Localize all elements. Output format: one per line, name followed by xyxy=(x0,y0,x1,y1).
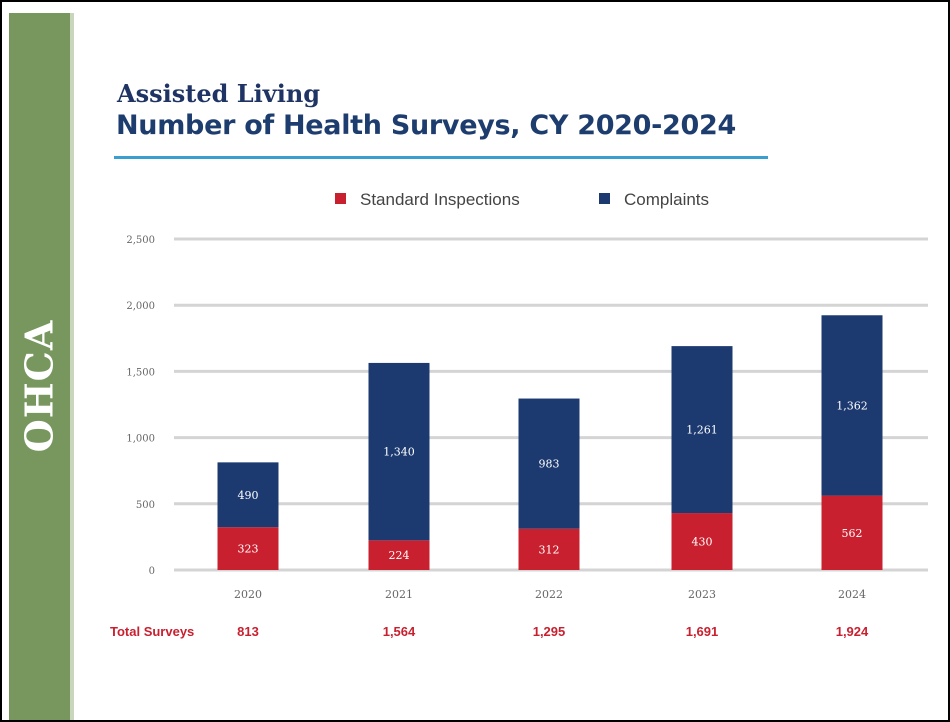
x-tick-label: 2023 xyxy=(688,588,716,601)
data-label-complaints: 983 xyxy=(539,458,560,471)
data-label-standard-inspections: 562 xyxy=(842,527,863,540)
total-value: 1,691 xyxy=(686,624,719,639)
x-tick-label: 2024 xyxy=(838,588,866,601)
total-value: 1,924 xyxy=(836,624,869,639)
data-label-standard-inspections: 224 xyxy=(389,549,410,562)
bar-standard-inspections xyxy=(368,540,430,570)
bar-standard-inspections xyxy=(821,495,883,570)
sidebar-edge xyxy=(70,13,74,720)
legend-swatch xyxy=(599,193,610,204)
sidebar-band xyxy=(9,13,70,720)
data-label-complaints: 1,340 xyxy=(383,446,415,459)
y-tick-label: 500 xyxy=(136,500,155,511)
chart-legend: Standard Inspections Complaints xyxy=(335,190,709,209)
y-tick-label: 1,500 xyxy=(126,367,155,378)
x-tick-label: 2020 xyxy=(234,588,262,601)
bar-complaints xyxy=(671,346,733,514)
y-axis-ticks: 0 500 1,000 1,500 2,000 2,500 xyxy=(126,235,155,577)
data-label-standard-inspections: 312 xyxy=(539,543,560,556)
legend-swatch xyxy=(335,193,346,204)
totals-label: Total Surveys xyxy=(110,624,194,639)
bar-standard-inspections xyxy=(671,513,733,570)
bar-standard-inspections xyxy=(217,527,279,570)
x-axis-ticks: 2020 2021 2022 2023 2024 xyxy=(234,588,866,601)
data-label-complaints: 490 xyxy=(238,489,259,502)
y-tick-label: 2,000 xyxy=(126,301,155,312)
bar-complaints xyxy=(518,398,580,529)
total-value: 1,564 xyxy=(383,624,416,639)
data-label-standard-inspections: 323 xyxy=(238,543,259,556)
bar-complaints xyxy=(821,315,883,496)
total-value: 813 xyxy=(237,624,259,639)
total-value: 1,295 xyxy=(533,624,566,639)
legend-item-standard-inspections: Standard Inspections xyxy=(335,190,520,209)
legend-label: Complaints xyxy=(624,190,709,209)
page-title: Number of Health Surveys, CY 2020-2024 xyxy=(116,110,737,141)
x-tick-label: 2021 xyxy=(385,588,413,601)
y-tick-label: 1,000 xyxy=(126,434,155,445)
page-subtitle: Assisted Living xyxy=(117,79,321,108)
legend-label: Standard Inspections xyxy=(360,190,520,209)
bar-standard-inspections xyxy=(518,528,580,570)
x-tick-label: 2022 xyxy=(535,588,563,601)
totals-row: Total Surveys 813 1,564 1,295 1,691 1,924 xyxy=(110,624,869,639)
bar-complaints xyxy=(217,462,279,528)
y-tick-label: 2,500 xyxy=(126,235,155,246)
bar-complaints xyxy=(368,362,430,541)
data-label-complaints: 1,362 xyxy=(836,399,868,412)
data-label-standard-inspections: 430 xyxy=(692,536,713,549)
chart-bars: 323 490 224 1,340 312 983 430 1,261 562 1,362 xyxy=(217,315,883,570)
title-underline xyxy=(114,156,768,159)
data-label-complaints: 1,261 xyxy=(686,424,718,437)
y-tick-label: 0 xyxy=(149,566,155,577)
legend-item-complaints: Complaints xyxy=(599,190,709,209)
